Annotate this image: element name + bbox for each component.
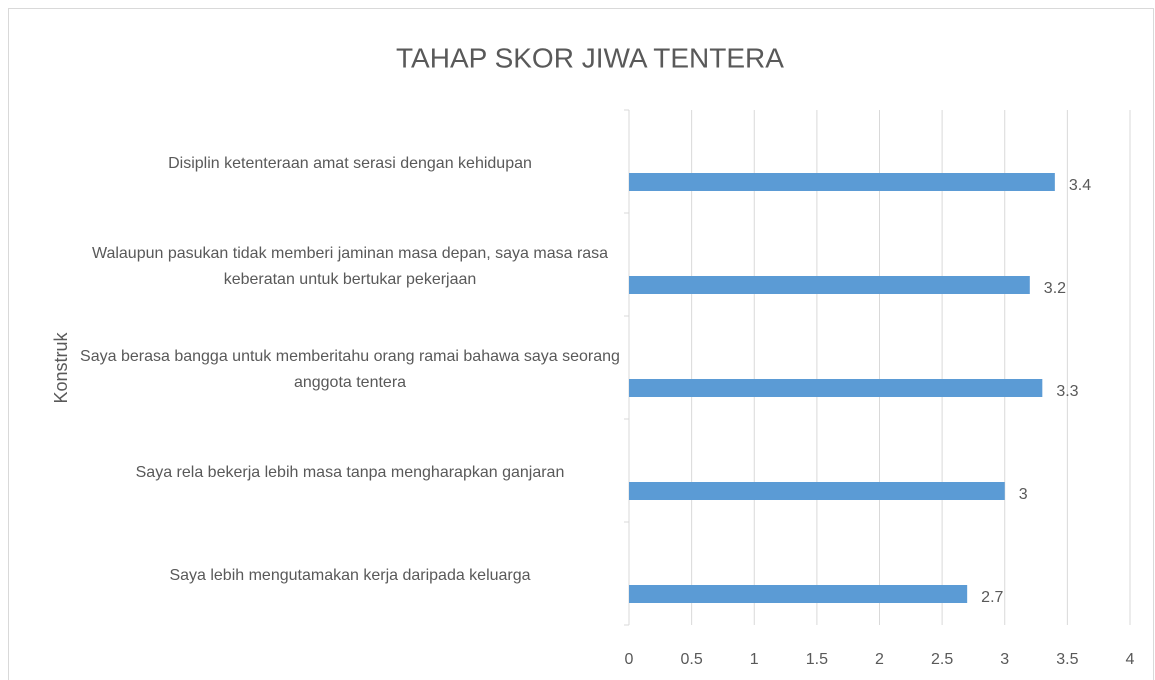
category-label: Walaupun pasukan tidak memberi jaminan m…	[91, 245, 609, 288]
data-label: 3.3	[1056, 383, 1078, 400]
x-tick-label: 3	[1000, 651, 1009, 668]
bar	[629, 585, 968, 603]
data-label: 2.7	[981, 589, 1003, 606]
x-tick-label: 2.5	[931, 651, 953, 668]
data-label: 3.4	[1069, 177, 1091, 194]
x-tick-label: 4	[1126, 651, 1135, 668]
x-tick-label: 2	[875, 651, 884, 668]
category-label: Saya rela bekerja lebih masa tanpa mengh…	[135, 464, 565, 481]
data-label: 3.2	[1044, 280, 1066, 297]
category-label: Saya berasa bangga untuk memberitahu ora…	[80, 348, 620, 391]
x-tick-label: 1.5	[806, 651, 828, 668]
category-label: Disiplin ketenteraan amat serasi dengan …	[168, 155, 532, 172]
x-tick-label: 3.5	[1056, 651, 1078, 668]
x-tick-label: 1	[750, 651, 759, 668]
x-tick-label: 0	[625, 651, 634, 668]
category-label: Saya lebih mengutamakan kerja daripada k…	[169, 567, 531, 584]
chart-title: TAHAP SKOR JIWA TENTERA	[396, 42, 784, 73]
bar	[629, 173, 1055, 191]
x-tick-label: 0.5	[681, 651, 703, 668]
bar	[629, 482, 1005, 500]
bar	[629, 379, 1043, 397]
y-axis-title: Konstruk	[51, 331, 71, 403]
chart-border	[8, 8, 1154, 680]
data-label: 3	[1019, 486, 1028, 503]
bar	[629, 276, 1030, 294]
